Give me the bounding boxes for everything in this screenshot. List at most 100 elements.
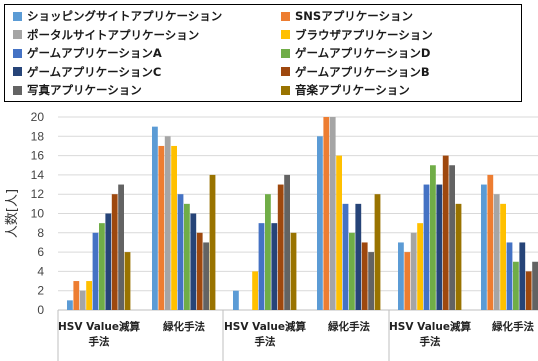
bar	[105, 213, 112, 310]
y-tick-label: 4	[37, 264, 44, 278]
bar	[323, 117, 330, 310]
y-tick-label: 2	[37, 284, 44, 298]
legend-swatch	[13, 11, 22, 21]
legend-item: 音楽アプリケーション	[281, 82, 410, 98]
y-tick-label: 12	[31, 187, 45, 201]
bar	[209, 174, 216, 310]
bar	[404, 252, 411, 310]
legend-swatch	[13, 85, 22, 95]
bar	[525, 271, 532, 310]
bar	[118, 184, 124, 310]
y-tick-label: 18	[31, 129, 45, 143]
bar	[513, 261, 519, 310]
legend-item: ゲームアプリケーションA	[13, 45, 162, 61]
x-category-label: 緑化手法	[328, 320, 370, 333]
bar	[506, 242, 513, 310]
legend-item: 写真アプリケーション	[13, 82, 142, 98]
legend-label: 音楽アプリケーション	[295, 83, 410, 97]
bar	[455, 203, 462, 310]
bar	[271, 223, 278, 310]
legend-item: ゲームアプリケーションD	[281, 45, 430, 61]
y-tick-label: 20	[31, 110, 45, 124]
bar	[368, 252, 374, 310]
bar	[355, 203, 362, 310]
bar	[190, 213, 197, 310]
bar	[500, 203, 506, 310]
y-tick-label: 14	[31, 168, 45, 182]
bar	[398, 242, 404, 310]
x-category-label: 手法	[255, 335, 276, 348]
legend-item: ブラウザアプリケーション	[281, 27, 433, 43]
bar	[410, 232, 417, 310]
legend-swatch	[281, 67, 290, 76]
legend-label: ゲームアプリケーションA	[27, 46, 162, 60]
x-category-label: 緑化手法	[492, 320, 534, 333]
x-category-label: 手法	[89, 335, 110, 348]
bar	[203, 242, 209, 310]
bar	[258, 223, 265, 310]
y-axis-label: 人数[人]	[5, 189, 20, 238]
bar	[152, 126, 158, 311]
legend-label: 写真アプリケーション	[27, 83, 142, 97]
bar	[493, 194, 500, 310]
bar	[184, 203, 190, 310]
x-category-label: 手法	[420, 335, 441, 348]
bar	[124, 252, 131, 310]
legend-item: ショッピングサイトアプリケーション	[13, 8, 222, 24]
bar	[361, 242, 368, 310]
bar	[86, 281, 92, 310]
legend-label: SNSアプリケーション	[295, 9, 413, 23]
legend-swatch	[13, 30, 22, 39]
legend-label: ゲームアプリケーションB	[295, 64, 430, 79]
bar	[481, 184, 487, 310]
bar	[265, 194, 271, 310]
legend-label: ゲームアプリケーションD	[295, 46, 431, 60]
x-category-label: 緑化手法	[163, 320, 205, 333]
y-tick-label: 0	[37, 303, 44, 317]
bar	[67, 300, 73, 310]
x-category-label: HSV Value減算	[389, 320, 471, 333]
legend-swatch	[281, 48, 290, 58]
bar	[417, 223, 423, 310]
bar	[73, 281, 80, 310]
bar	[342, 203, 349, 310]
bar	[519, 242, 526, 310]
bar	[374, 194, 381, 310]
legend-label: ブラウザアプリケーション	[295, 27, 433, 42]
bar	[252, 271, 258, 310]
legend-item: SNSアプリケーション	[281, 8, 413, 24]
bar	[430, 165, 436, 310]
bar	[158, 145, 165, 310]
y-tick-label: 16	[31, 149, 45, 163]
bar	[196, 232, 203, 310]
bar	[164, 136, 171, 310]
y-tick-label: 6	[37, 245, 44, 259]
chart-legend: ショッピングサイトアプリケーション SNSアプリケーションポータルサイトアプリケー…	[4, 4, 522, 102]
bar	[329, 117, 336, 310]
legend-swatch	[281, 30, 290, 39]
bar	[92, 232, 99, 310]
legend-swatch	[281, 85, 290, 95]
bar	[171, 145, 177, 310]
legend-item: ゲームアプリケーションC	[13, 64, 161, 80]
bar	[336, 155, 342, 310]
bar	[99, 223, 105, 310]
legend-label: ゲームアプリケーションC	[27, 64, 162, 79]
bar	[277, 184, 284, 310]
legend-label: ポータルサイトアプリケーション	[27, 27, 200, 42]
bar	[442, 155, 449, 310]
x-category-label: HSV Value減算	[58, 320, 140, 333]
legend-swatch	[281, 11, 290, 21]
legend-swatch	[13, 67, 22, 76]
x-category-label: HSV Value減算	[224, 320, 306, 333]
legend-label: ショッピングサイトアプリケーション	[27, 9, 223, 23]
bar	[349, 232, 355, 310]
bar	[436, 184, 443, 310]
bar	[290, 232, 297, 310]
bar	[317, 136, 323, 310]
bar	[284, 174, 290, 310]
y-tick-label: 10	[31, 207, 45, 221]
bar	[79, 290, 86, 310]
y-tick-label: 8	[37, 226, 44, 240]
